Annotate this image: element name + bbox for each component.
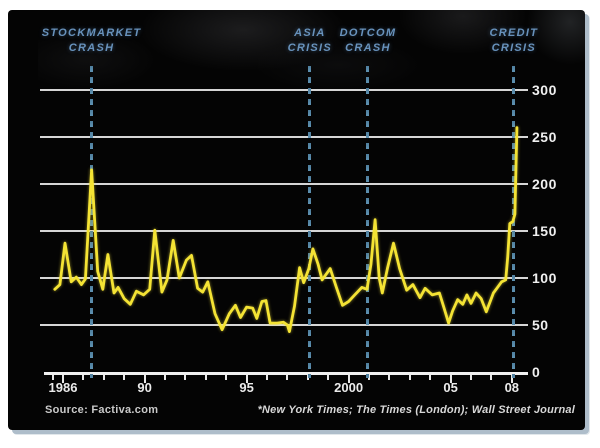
event-label-line: DOTCOM [339,27,397,39]
event-line-stockmarket-crash [90,66,94,378]
x-axis-tick [184,375,187,380]
x-axis-tick [388,375,391,380]
x-axis-tick [429,375,432,380]
y-tick-label: 50 [532,317,549,333]
source-credit: Source: Factiva.com [45,404,159,416]
event-label-line: CRISIS [287,42,333,54]
x-axis-tick [102,375,105,380]
event-line-asia-crisis [308,66,312,378]
gridline [40,230,528,232]
event-label-line: CRASH [345,42,391,54]
event-label-dotcom-crash: DOTCOM CRASH [298,26,438,56]
y-tick-label: 200 [532,176,557,192]
x-tick-label: 95 [239,380,254,395]
x-tick-label: 1986 [48,380,78,395]
event-line-dotcom-crash [366,66,370,378]
x-axis-tick [245,375,248,383]
y-tick-label: 300 [532,82,557,98]
event-label-line: STOCKMARKET [41,27,142,39]
gridline [40,183,528,185]
chart-panel: STOCKMARKET CRASH ASIA CRISIS DOTCOM CRA… [8,10,585,430]
x-axis-tick [143,375,146,383]
x-axis-tick [490,375,493,380]
x-axis-tick [470,375,472,380]
event-label-asia-crisis: ASIA CRISIS [240,26,380,56]
event-label-line: CRISIS [491,42,537,54]
x-axis-tick [51,375,54,380]
x-tick-label: 2000 [334,380,364,395]
x-axis-tick [510,375,513,383]
event-label-line: ASIA [294,27,326,39]
x-axis-tick [306,375,309,380]
event-label-stockmarket-crash: STOCKMARKET CRASH [22,26,162,56]
x-axis-tick [408,375,411,380]
x-axis-tick [286,375,289,380]
x-tick-label: 08 [504,380,520,395]
y-tick-label: 100 [532,270,557,286]
gridline [40,89,528,91]
x-axis-tick [164,375,166,380]
x-tick-label: 90 [137,380,152,395]
series-line [53,126,519,334]
y-tick-label: 150 [532,223,557,239]
event-label-line: CREDIT [489,27,539,39]
x-axis-tick [449,375,452,383]
y-tick-label: 0 [532,364,541,380]
event-label-line: CRASH [68,42,115,54]
event-label-credit-crisis: CREDIT CRISIS [444,26,584,56]
x-axis-tick [225,375,228,380]
x-axis-tick [327,375,330,380]
x-axis-tick [266,375,268,380]
data-line-chart [53,126,519,334]
y-tick-label: 250 [532,129,557,145]
x-axis-tick [123,375,126,380]
x-tick-label: 05 [443,380,458,395]
x-axis-tick [82,375,85,380]
x-axis-line [44,372,528,375]
gridline [40,277,528,279]
gridline [40,324,528,326]
x-axis-tick [347,375,350,383]
x-axis-tick [204,375,207,380]
x-axis-tick [62,375,64,383]
gridline [40,136,528,138]
footnote-publications: *New York Times; The Times (London); Wal… [257,404,575,416]
